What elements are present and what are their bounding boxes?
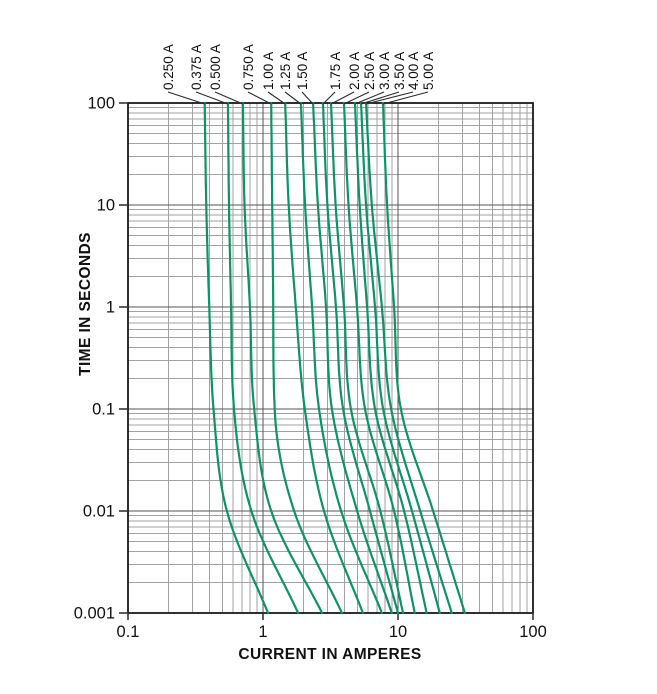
grid-minor-lines: [128, 103, 533, 613]
leader-line-0.375A: [195, 91, 229, 105]
leader-line-3.00A: [354, 91, 385, 105]
curve-label-1.00A: 1.00 A: [261, 52, 276, 90]
fuse-curves: [203, 101, 466, 615]
curve-label-leader-lines: [167, 91, 429, 105]
x-tick-label: 100: [519, 623, 547, 641]
leader-line-1.75A: [322, 91, 336, 105]
curve-label-0.375A: 0.375 A: [189, 44, 204, 90]
x-tick-label: 1: [258, 623, 267, 641]
curve-1.50A: [312, 101, 393, 615]
curve-3.50A: [359, 101, 441, 615]
leader-line-1.25A: [284, 91, 302, 105]
curve-label-3.00A: 3.00 A: [377, 52, 392, 90]
x-tick-label: 0.1: [117, 623, 140, 641]
curve-4.00A: [364, 101, 453, 615]
curve-label-1.50A: 1.50 A: [295, 52, 310, 90]
curve-label-4.00A: 4.00 A: [406, 52, 421, 90]
curve-label-5.00A: 5.00 A: [421, 52, 436, 90]
y-tick-label: 1: [106, 299, 115, 317]
leader-line-0.750A: [247, 91, 272, 105]
leader-line-2.50A: [343, 91, 370, 105]
curve-label-2.00A: 2.00 A: [347, 52, 362, 90]
curve-label-1.75A: 1.75 A: [328, 52, 343, 90]
x-axis-title: CURRENT IN AMPERES: [238, 646, 421, 663]
y-tick-label: 0.1: [92, 401, 115, 419]
leader-line-0.500A: [214, 91, 244, 105]
curve-0.250A: [203, 101, 270, 615]
leader-line-3.50A: [360, 91, 400, 105]
curve-2.00A: [329, 101, 405, 615]
axis-ticks: [119, 102, 534, 620]
leader-line-2.00A: [330, 91, 355, 105]
y-tick-label: 0.01: [83, 503, 115, 521]
x-tick-label: 10: [389, 623, 407, 641]
curve-label-2.50A: 2.50 A: [362, 52, 377, 90]
curve-label-3.50A: 3.50 A: [392, 52, 407, 90]
curve-label-0.500A: 0.500 A: [208, 44, 223, 90]
curve-1.25A: [299, 101, 383, 615]
curve-1.00A: [284, 101, 364, 615]
leader-line-1.00A: [267, 91, 286, 105]
curve-0.375A: [226, 101, 300, 615]
y-axis-title: TIME IN SECONDS: [77, 232, 94, 376]
leader-line-1.50A: [301, 91, 314, 105]
leader-line-5.00A: [382, 91, 429, 105]
plot-frame: [127, 102, 534, 614]
curve-2.50A: [342, 101, 416, 615]
grid-major-lines: [127, 102, 534, 614]
curve-0.750A: [270, 101, 344, 615]
y-tick-label: 100: [87, 95, 115, 113]
curve-5.00A: [381, 101, 466, 615]
curve-3.00A: [353, 101, 428, 615]
curve-label-1.25A: 1.25 A: [278, 52, 293, 90]
leader-line-0.250A: [167, 91, 205, 105]
curve-label-0.750A: 0.750 A: [241, 44, 256, 90]
curve-label-0.250A: 0.250 A: [161, 44, 176, 90]
leader-line-4.00A: [365, 91, 414, 105]
y-tick-label: 10: [97, 197, 115, 215]
y-tick-label: 0.001: [74, 605, 115, 623]
curve-0.500A: [241, 101, 324, 615]
curve-1.75A: [321, 101, 400, 615]
curve-labels: 0.250 A 0.375 A 0.500 A 0.750 A 1.00 A 1.25 A…: [161, 44, 436, 90]
